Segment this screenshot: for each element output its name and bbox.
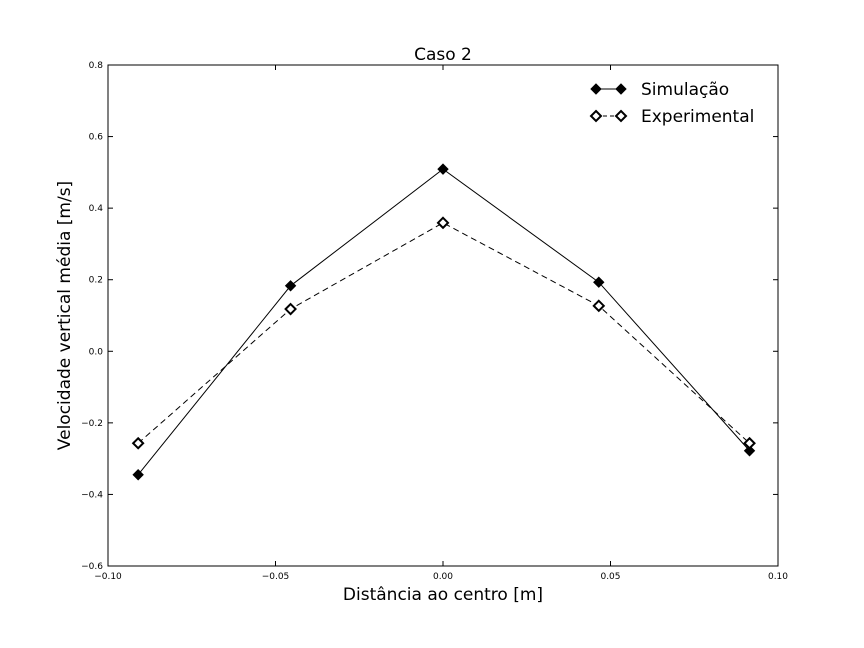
series-layer — [131, 163, 756, 481]
data-point — [132, 469, 144, 481]
x-axis-ticks: −0.10 −0.05 0.00 0.05 0.10 — [94, 65, 788, 582]
legend-entry-2: Experimental — [589, 107, 754, 127]
y-tick-label: 0.8 — [89, 61, 104, 71]
series-1 — [132, 163, 756, 481]
series-2 — [131, 216, 756, 450]
x-tick-label: −0.05 — [262, 572, 290, 582]
legend-marker — [615, 83, 627, 95]
data-point — [436, 216, 450, 230]
legend-marker — [590, 83, 602, 95]
data-point — [743, 436, 756, 450]
data-point — [593, 276, 605, 288]
y-axis-title: Velocidade vertical média [m/s] — [55, 181, 75, 450]
y-tick-label: 0.0 — [89, 347, 104, 357]
y-tick-label: 0.6 — [89, 133, 104, 143]
y-axis-ticks: −0.6 −0.4 −0.2 0.0 0.2 0.4 0.6 0.8 — [81, 61, 778, 572]
data-point — [437, 163, 449, 175]
y-tick-label: 0.4 — [89, 204, 104, 214]
y-tick-label: 0.2 — [89, 276, 103, 286]
x-tick-label: −0.10 — [94, 572, 122, 582]
data-point — [131, 436, 145, 450]
legend: Simulação Experimental — [589, 80, 754, 127]
data-point — [592, 299, 606, 313]
legend-marker — [614, 109, 628, 123]
y-tick-label: −0.2 — [81, 419, 103, 429]
x-tick-label: 0.10 — [768, 572, 788, 582]
x-tick-label: 0.00 — [433, 572, 453, 582]
data-point — [743, 445, 756, 457]
x-axis-title: Distância ao centro [m] — [343, 585, 543, 605]
plot-frame — [107, 64, 779, 567]
data-point — [284, 280, 297, 292]
legend-label: Simulação — [641, 80, 729, 100]
chart-title: Caso 2 — [414, 45, 472, 65]
x-tick-label: 0.05 — [600, 572, 620, 582]
legend-entry-1: Simulação — [590, 80, 729, 100]
legend-label: Experimental — [641, 107, 754, 127]
y-tick-label: −0.4 — [81, 490, 103, 500]
data-point — [284, 302, 297, 316]
y-tick-label: −0.6 — [81, 562, 103, 572]
series-line — [137, 222, 750, 444]
legend-marker — [589, 109, 603, 123]
